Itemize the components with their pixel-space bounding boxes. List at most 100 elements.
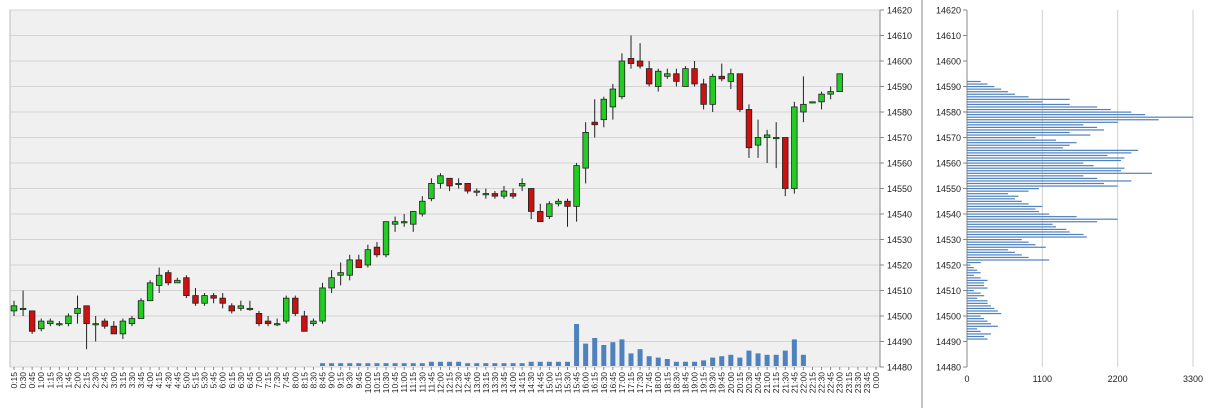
volume-bar bbox=[800, 354, 806, 366]
x-tick-label: 9:45 bbox=[354, 372, 364, 389]
volume-bar bbox=[655, 357, 661, 366]
candle-body bbox=[201, 295, 208, 304]
volume-bar bbox=[592, 338, 598, 366]
volume-bar bbox=[610, 342, 616, 366]
price-plot-area: 14480 14490 14500 14510 14520 14530 14540 14550… bbox=[9, 6, 912, 394]
profile-bar bbox=[967, 218, 1118, 220]
x-tick-label: 15:00 bbox=[544, 372, 554, 394]
profile-bar bbox=[967, 256, 1029, 259]
profile-bar bbox=[967, 223, 1053, 225]
candle-body bbox=[174, 279, 181, 284]
x-tick-label: 9:15 bbox=[336, 372, 346, 389]
x-tick-label: 20:00 bbox=[726, 372, 736, 394]
profile-bar bbox=[967, 307, 995, 310]
x-tick-label: 21:30 bbox=[780, 372, 790, 394]
profile-bar bbox=[967, 244, 1036, 246]
candle-body bbox=[500, 190, 508, 197]
x-tick-label: 4:30 bbox=[163, 372, 173, 389]
profile-bar bbox=[967, 86, 995, 88]
profile-bar bbox=[967, 114, 1146, 116]
x-tick-label: 7:45 bbox=[281, 372, 291, 389]
profile-bar bbox=[967, 267, 974, 269]
profile-bar bbox=[967, 290, 974, 292]
candle-body bbox=[682, 68, 689, 87]
profile-bar bbox=[967, 297, 978, 299]
x-tick-label: 7:30 bbox=[272, 372, 282, 389]
volume-bar bbox=[664, 359, 670, 366]
candle-body bbox=[754, 137, 762, 146]
y-tick-label: 14580 bbox=[887, 108, 912, 118]
candle-body bbox=[283, 297, 290, 322]
x-tick-label: 16:15 bbox=[590, 372, 600, 394]
x-tick-label: 3:45 bbox=[136, 372, 146, 389]
x-tick-label: 13:30 bbox=[490, 372, 500, 394]
profile-y-tick-label: 14610 bbox=[936, 31, 961, 41]
x-tick-label: 6:30 bbox=[236, 372, 246, 389]
candle-body bbox=[92, 323, 99, 326]
x-tick-label: 8:30 bbox=[308, 372, 318, 389]
profile-bar bbox=[967, 228, 1067, 230]
profile-bar bbox=[967, 88, 1002, 90]
profile-bar bbox=[967, 195, 1019, 197]
profile-bar bbox=[967, 139, 1057, 141]
y-tick-label: 14610 bbox=[887, 31, 912, 41]
profile-bar bbox=[967, 131, 1070, 134]
candle-body bbox=[410, 211, 417, 225]
candle-body bbox=[10, 305, 18, 312]
y-tick-label: 14550 bbox=[887, 184, 912, 194]
volume-bar bbox=[447, 361, 453, 366]
profile-bar bbox=[967, 180, 1132, 182]
x-tick-label: 22:45 bbox=[826, 372, 836, 394]
candle-body bbox=[137, 300, 145, 319]
profile-bar bbox=[967, 101, 1043, 103]
profile-bar bbox=[967, 167, 1125, 169]
candle-body bbox=[273, 323, 281, 326]
x-tick-label: 8:15 bbox=[299, 372, 309, 389]
x-tick-label: 9:30 bbox=[345, 372, 355, 389]
candle-body bbox=[74, 307, 81, 314]
x-tick-label: 2:30 bbox=[91, 372, 101, 389]
candle-body bbox=[146, 282, 154, 302]
volume-bar bbox=[492, 363, 498, 366]
candle-body bbox=[237, 305, 245, 309]
x-tick-label: 14:45 bbox=[535, 372, 545, 394]
volume-bar bbox=[791, 339, 797, 366]
candle-body bbox=[446, 177, 453, 187]
x-tick-label: 16:45 bbox=[608, 372, 618, 394]
candle-body bbox=[700, 83, 707, 105]
x-tick-label: 6:15 bbox=[227, 372, 237, 389]
x-tick-label: 23:15 bbox=[844, 372, 854, 394]
x-tick-label: 12:30 bbox=[454, 372, 464, 394]
profile-bar bbox=[967, 203, 1029, 205]
profile-bar bbox=[967, 205, 1043, 208]
candle-body bbox=[255, 313, 263, 325]
volume-bar bbox=[646, 356, 652, 366]
candle-body bbox=[373, 246, 381, 256]
profile-x-tick-label: 3300 bbox=[1183, 374, 1203, 384]
volume-bar bbox=[564, 361, 570, 366]
volume-bar bbox=[746, 350, 752, 366]
candle-body bbox=[546, 203, 553, 217]
candle-body bbox=[219, 297, 226, 304]
profile-bar bbox=[967, 103, 1070, 106]
y-tick-label: 14500 bbox=[887, 312, 912, 322]
profile-bar bbox=[967, 338, 988, 340]
profile-y-tick-label: 14560 bbox=[936, 159, 961, 169]
candle-body bbox=[382, 221, 390, 256]
volume-bar bbox=[465, 363, 471, 366]
volume-bar bbox=[628, 353, 634, 366]
x-tick-label: 2:00 bbox=[73, 372, 83, 389]
profile-y-tick-label: 14490 bbox=[936, 337, 961, 347]
candle-body bbox=[319, 287, 326, 322]
profile-bar bbox=[967, 259, 1050, 261]
profile-bar bbox=[967, 335, 985, 338]
volume-bar bbox=[474, 363, 480, 366]
profile-bar bbox=[967, 233, 1084, 236]
volume-bar bbox=[510, 363, 516, 366]
candle-body bbox=[110, 325, 118, 335]
x-tick-label: 3:00 bbox=[109, 372, 119, 389]
x-tick-label: 1:15 bbox=[45, 372, 55, 389]
candle-body bbox=[437, 175, 444, 184]
candle-body bbox=[818, 93, 825, 103]
profile-bar bbox=[967, 152, 1132, 154]
